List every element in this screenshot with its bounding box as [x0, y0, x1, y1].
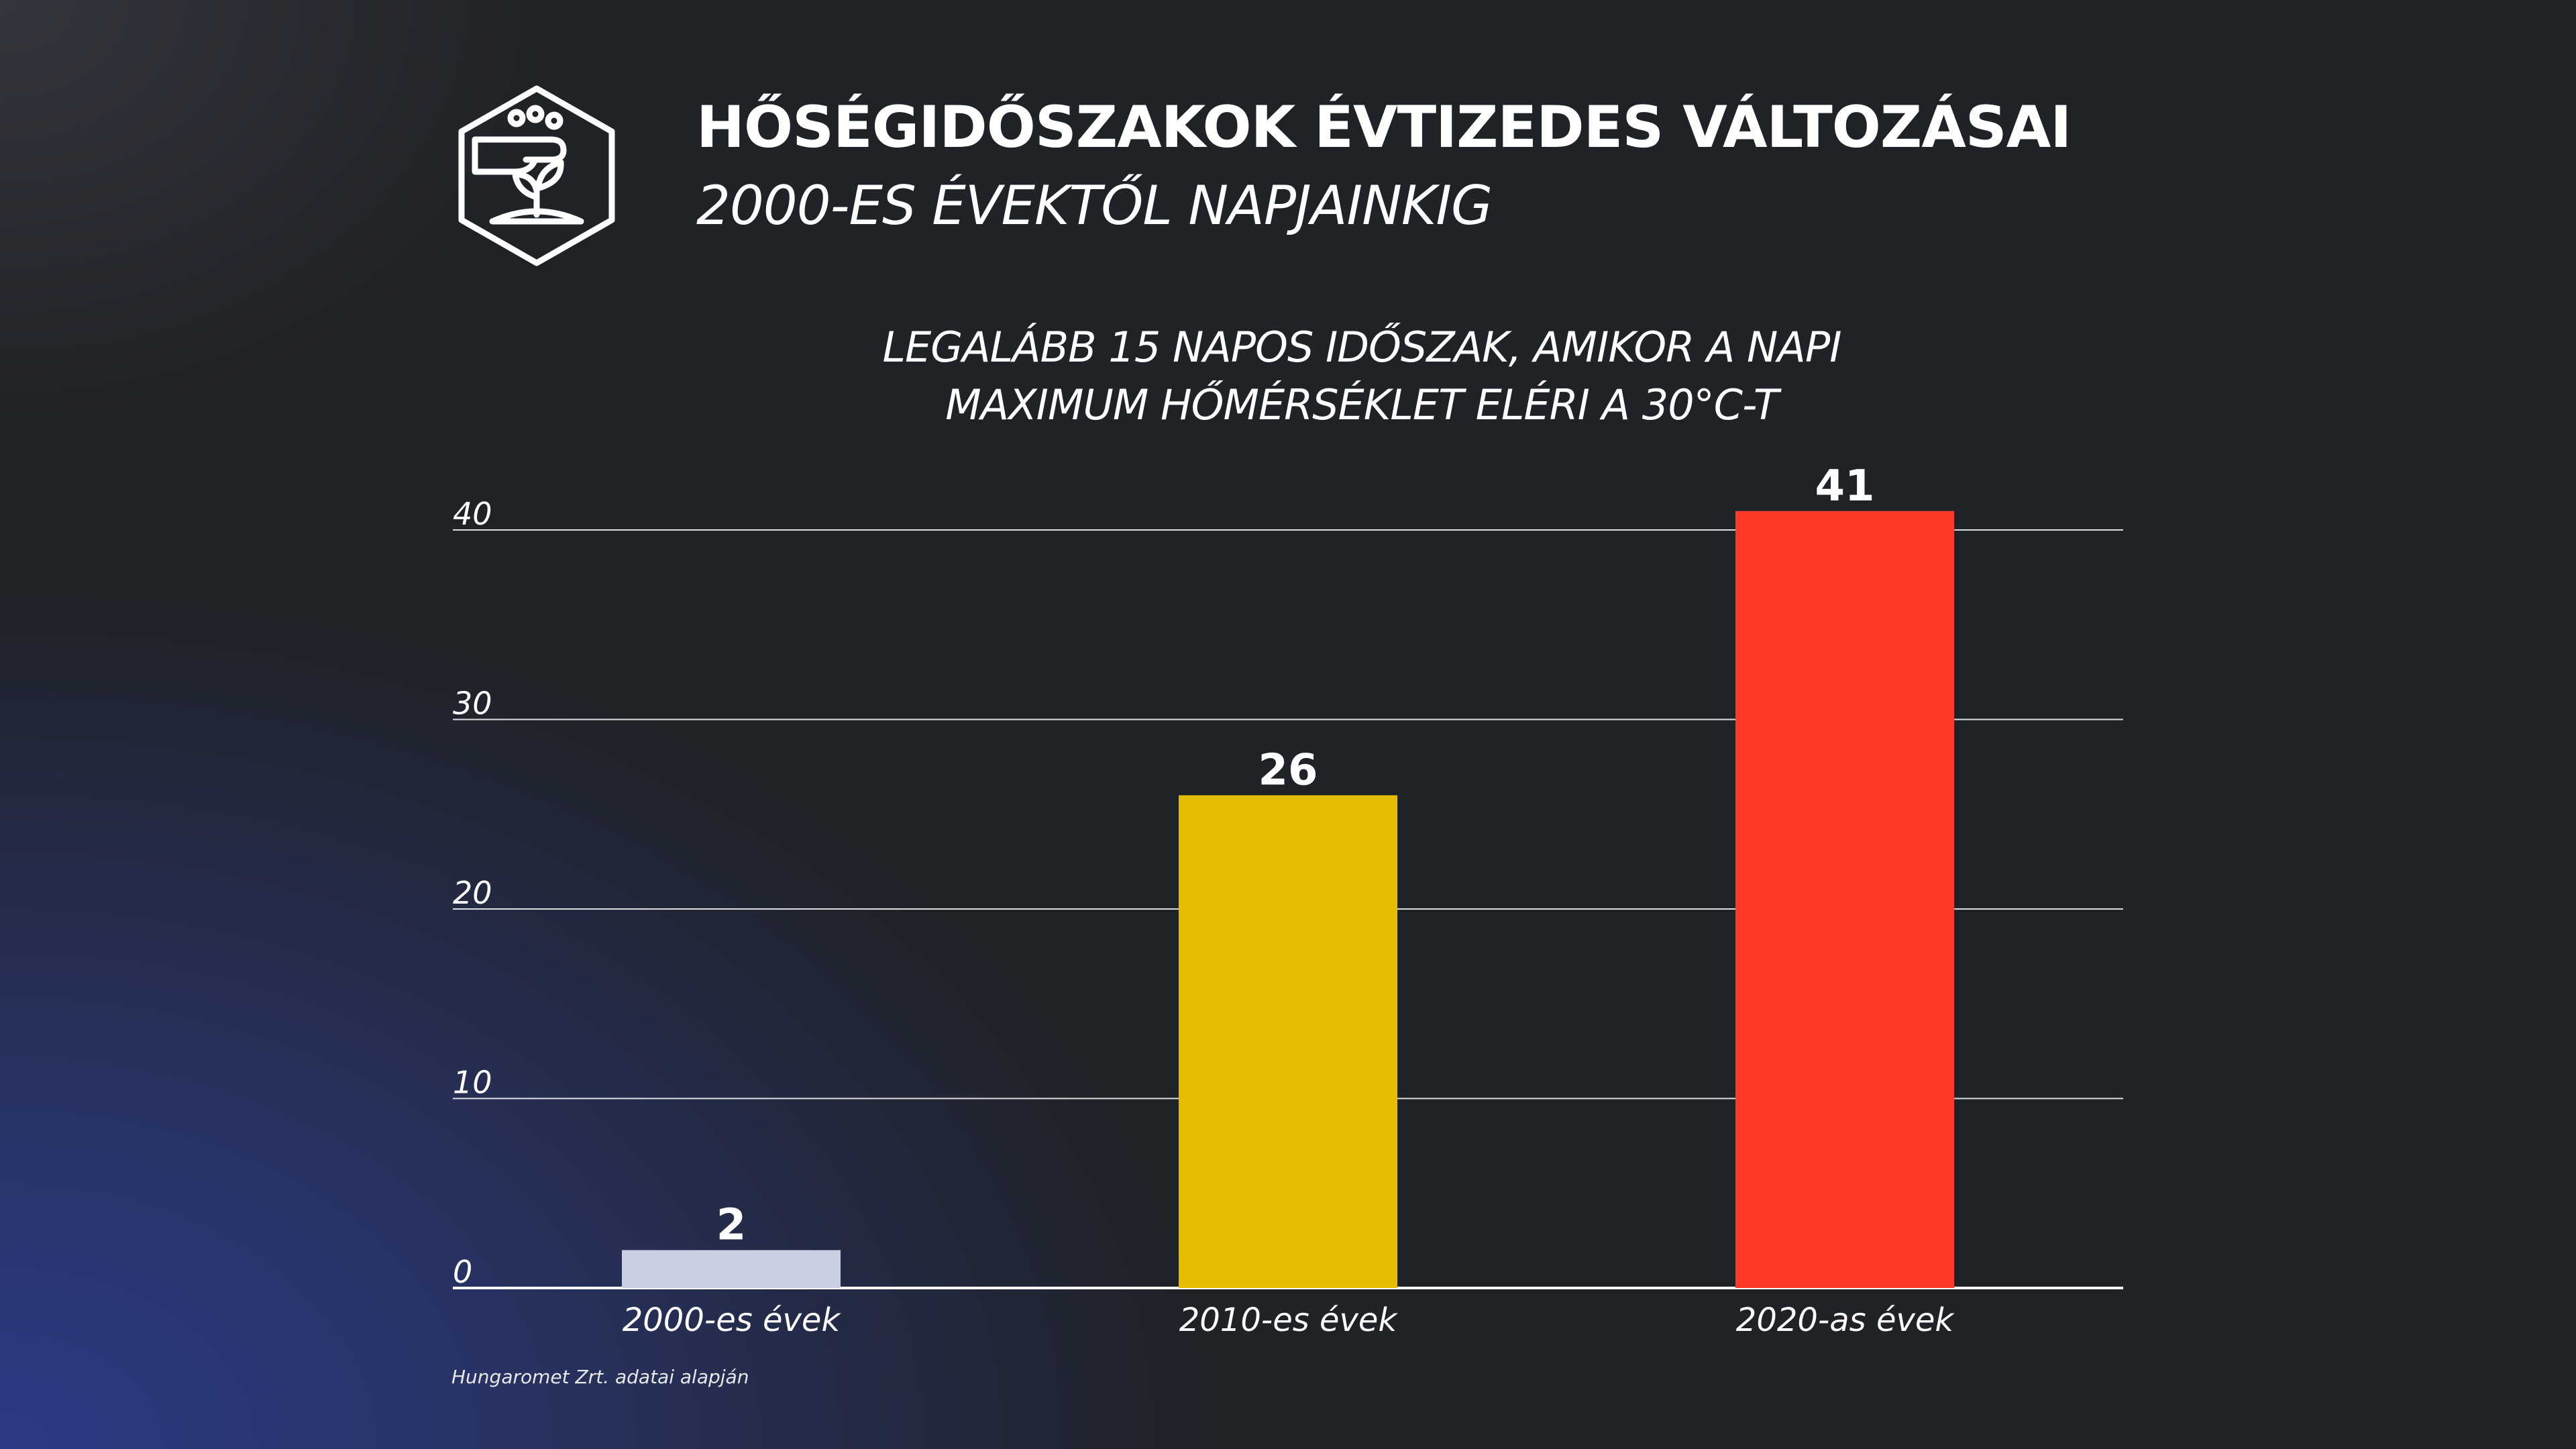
chart-title: LEGALÁBB 15 NAPOS IDŐSZAK, AMIKOR A NAPI… [698, 319, 2026, 434]
source-note: Hungaromet Zrt. adatai alapján [451, 1366, 749, 1388]
y-tick-label: 30 [453, 686, 492, 722]
y-tick-label: 0 [453, 1254, 472, 1290]
data-label: 41 [1815, 462, 1874, 511]
bar [1179, 795, 1397, 1288]
data-label: 2 [716, 1201, 747, 1250]
chart-title-line-1: LEGALÁBB 15 NAPOS IDŐSZAK, AMIKOR A NAPI [882, 323, 1841, 372]
bar [1735, 511, 1954, 1288]
y-tick-label: 20 [453, 875, 492, 911]
y-tick-label: 40 [453, 496, 492, 532]
page-title: HŐSÉGIDŐSZAKOK ÉVTIZEDES VÁLTOZÁSAI [696, 94, 2072, 161]
x-tick-label: 2020-as évek [1736, 1301, 1955, 1339]
chart-title-line-2: MAXIMUM HŐMÉRSÉKLET ELÉRI A 30°C-T [945, 380, 1778, 429]
page-subtitle: 2000-ES ÉVEKTŐL NAPJAINKIG [696, 174, 1493, 237]
x-tick-label: 2010-es évek [1179, 1301, 1399, 1339]
x-tick-label: 2000-es évek [623, 1301, 842, 1339]
y-tick-label: 10 [453, 1065, 492, 1101]
hand-plant-hexagon-icon [458, 85, 615, 266]
bar [622, 1250, 841, 1288]
data-label: 26 [1258, 746, 1318, 796]
